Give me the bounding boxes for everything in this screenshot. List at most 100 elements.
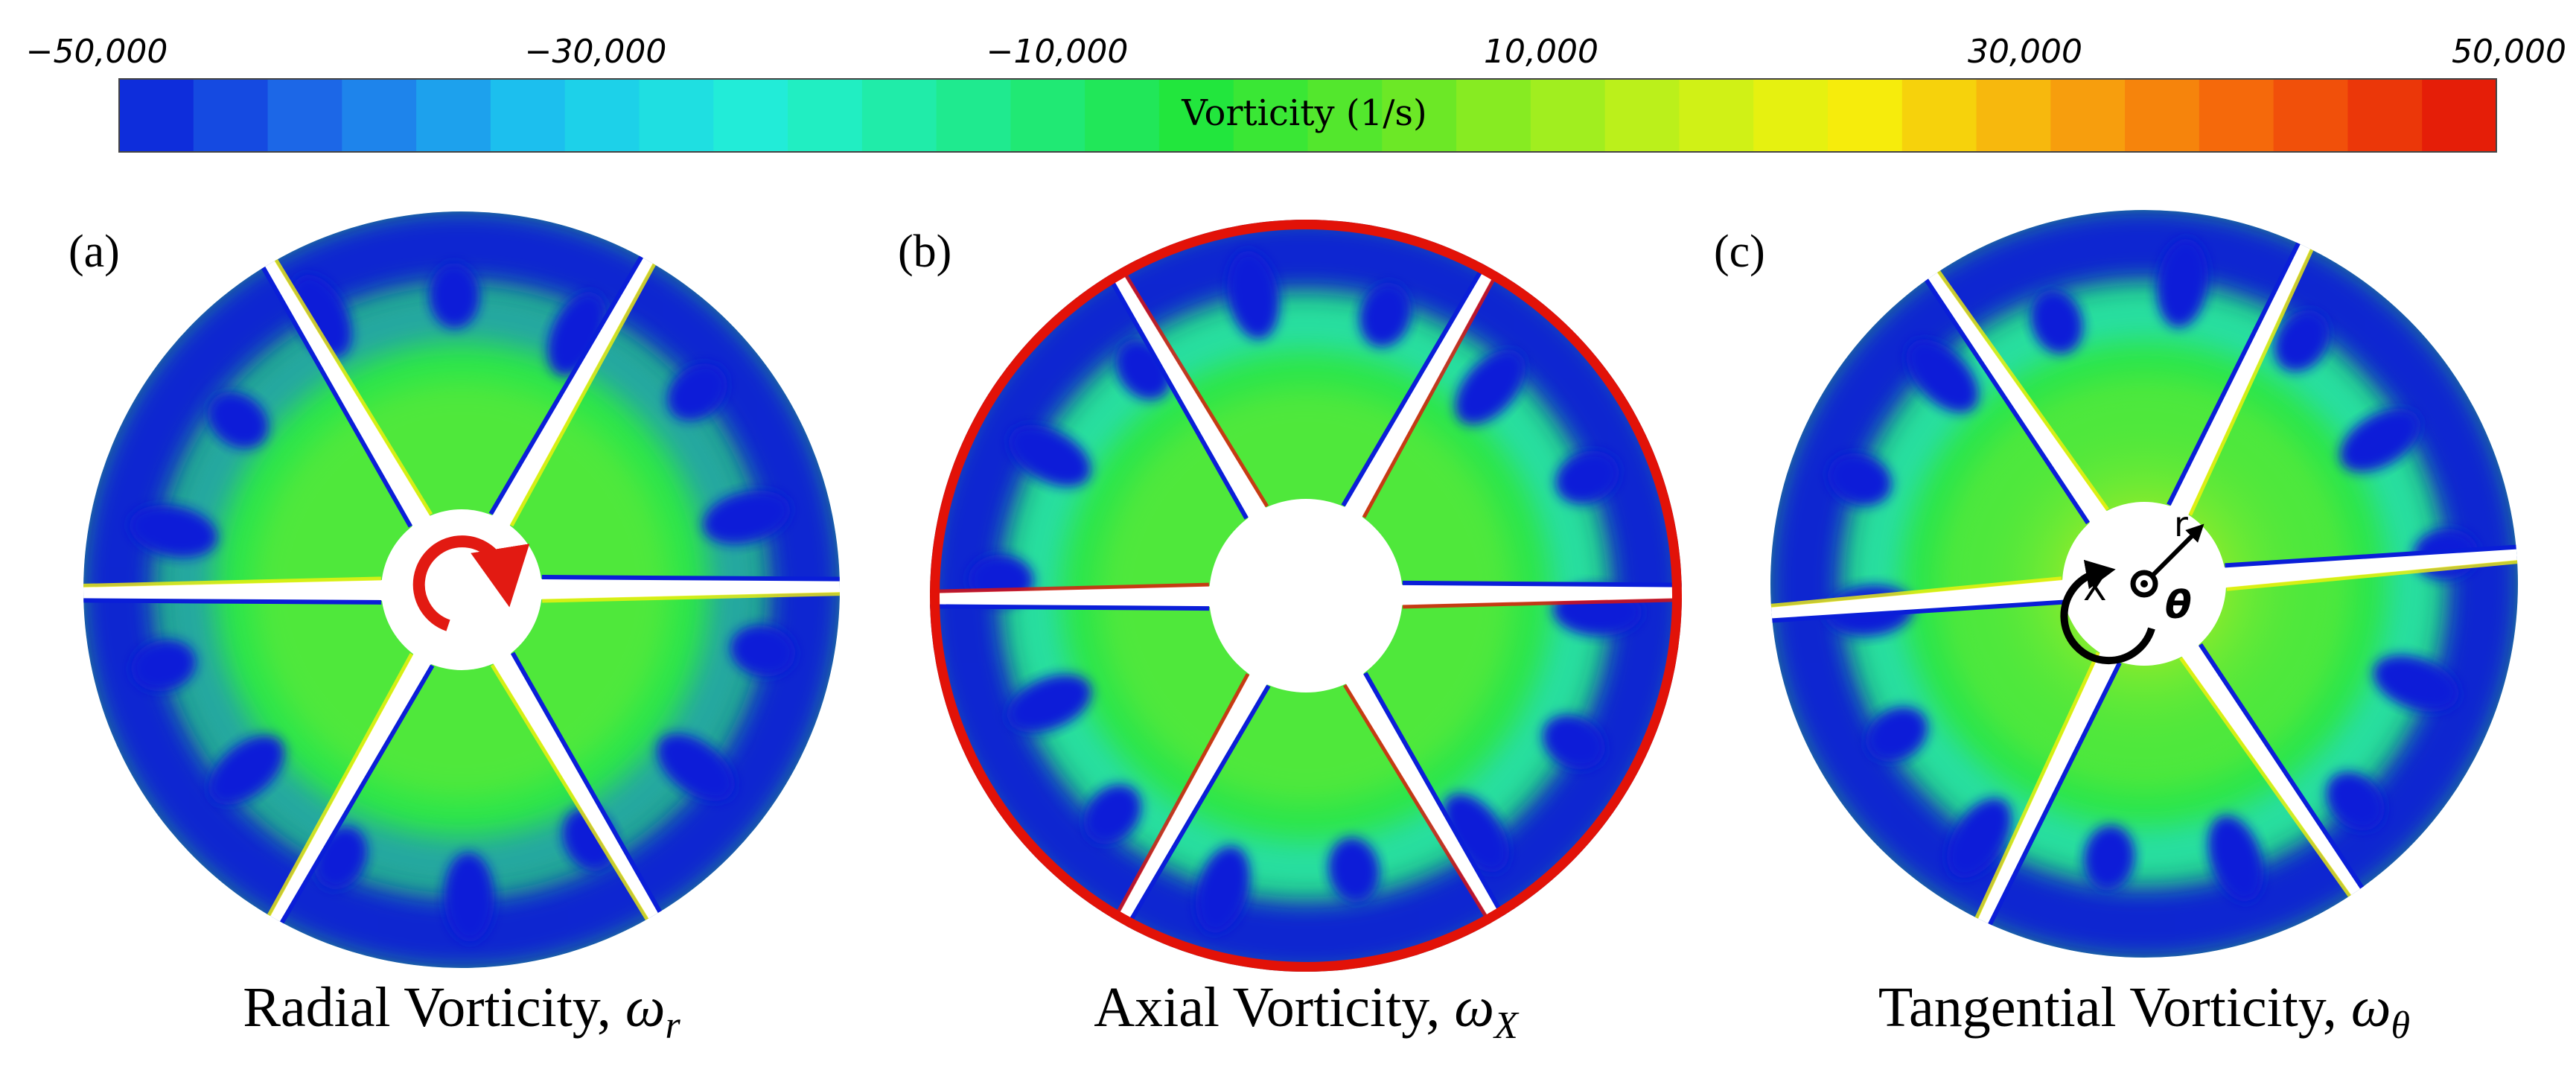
blade-edge xyxy=(1112,673,1250,920)
vortex-spot xyxy=(207,392,269,449)
blade xyxy=(1923,266,2111,529)
colorbar-tick-label: 50,000 xyxy=(2452,33,2566,71)
coordinate-system-icon: Xrθ xyxy=(2060,504,2204,665)
blade-edge xyxy=(488,255,644,515)
blade xyxy=(1340,258,1500,523)
colorbar-cell xyxy=(2199,79,2274,152)
colorbar-cell xyxy=(1530,79,1606,152)
blade-edge xyxy=(1974,652,2100,919)
vortex-spot xyxy=(2373,655,2459,712)
vortex-spot xyxy=(1083,784,1141,844)
colorbar-tick-label: 10,000 xyxy=(1484,33,1598,71)
colorbar-cell xyxy=(1085,79,1160,152)
blade-edge xyxy=(1362,271,1499,518)
blade-edge xyxy=(2179,657,2352,897)
blade-edge xyxy=(2167,242,2301,506)
colorbar-tick-label: −10,000 xyxy=(986,33,1129,71)
colorbar-cell xyxy=(639,79,714,152)
caption-subscript: X xyxy=(1493,1004,1520,1047)
blade-edge xyxy=(1125,684,1271,928)
blade-edge xyxy=(1936,270,2109,511)
vortex-spot xyxy=(657,733,735,801)
colorbar-tick-label: −30,000 xyxy=(525,33,667,71)
vortex-spot xyxy=(1195,846,1250,933)
blade-edge xyxy=(1770,576,2062,608)
blade-edge xyxy=(1402,580,1682,587)
colorbar-title: Vorticity (1/s) xyxy=(1181,92,1426,134)
vortex-spot xyxy=(1359,282,1412,348)
colorbar-cell xyxy=(1901,79,1977,152)
blade xyxy=(261,254,434,532)
blade xyxy=(266,648,435,929)
vortex-spot xyxy=(429,263,480,329)
blade-edge xyxy=(1120,267,1269,508)
colorbar-cell xyxy=(1382,79,1457,152)
caption-subscript: θ xyxy=(2391,1004,2411,1047)
colorbar-tick-label: 30,000 xyxy=(1968,33,2082,71)
colorbar-cell xyxy=(1753,79,1829,152)
vortex-spot xyxy=(2339,408,2421,472)
vortex-spot xyxy=(1906,339,1979,413)
blade-body xyxy=(2178,639,2365,902)
vorticity-contour xyxy=(930,220,1682,972)
caption-text: Axial Vorticity, xyxy=(1094,976,1454,1039)
blade xyxy=(1112,668,1272,933)
caption-text: Tangential Vorticity, xyxy=(1878,976,2351,1039)
blade-edge xyxy=(83,598,382,605)
rim-edge xyxy=(930,220,1682,972)
colorbar-cell xyxy=(2050,79,2126,152)
vortex-spot xyxy=(1827,453,1892,506)
colorbar-cell xyxy=(2125,79,2200,152)
panel-label: (a) xyxy=(68,226,120,277)
hub xyxy=(1209,499,1403,692)
vortex-spot xyxy=(1455,349,1526,425)
blade-edge xyxy=(261,266,413,528)
vortex-spot xyxy=(2156,238,2209,328)
vortex-spot xyxy=(1328,837,1380,903)
blade-edge xyxy=(930,604,1210,611)
vortex-spot xyxy=(1008,424,1091,487)
blade-body xyxy=(488,251,657,532)
colorbar-cell xyxy=(490,79,566,152)
blade-body xyxy=(2167,237,2314,521)
colorbar-cell xyxy=(1976,79,2051,152)
blade xyxy=(83,576,389,605)
blade-edge xyxy=(1403,598,1682,609)
hub xyxy=(381,509,542,670)
vortex-spot xyxy=(131,640,197,692)
vorticity-contour xyxy=(1770,210,2518,958)
caption-text: Radial Vorticity, xyxy=(243,976,625,1039)
caption-subscript: r xyxy=(666,1004,681,1047)
panel-a: (a) Radial Vorticity, ωr xyxy=(68,211,840,1047)
vorticity-contour xyxy=(83,211,840,968)
blade-body xyxy=(534,579,840,600)
colorbar-tick-label: −50,000 xyxy=(26,33,168,71)
panel-caption: Tangential Vorticity, ωθ xyxy=(1878,976,2410,1047)
colorbar-cell xyxy=(1827,79,1903,152)
blade-edge xyxy=(541,575,840,582)
blade-body xyxy=(1340,258,1500,523)
inner-band xyxy=(1849,288,2440,879)
colorbar-cells xyxy=(119,79,2497,152)
blade-edge xyxy=(510,652,663,914)
vortex-spot xyxy=(129,505,218,558)
colorbar: Vorticity (1/s) −50,000 −30,000 −10,000 10,… xyxy=(26,33,2566,153)
blade-edge xyxy=(1341,264,1487,507)
blade xyxy=(2178,639,2365,902)
colorbar-cell xyxy=(788,79,863,152)
caption-symbol: ω xyxy=(2351,976,2391,1039)
colorbar-cell xyxy=(2347,79,2423,152)
vortex-spot xyxy=(667,363,727,421)
colorbar-cell xyxy=(1010,79,1085,152)
blade-edge xyxy=(1363,672,1505,917)
colorbar-frame xyxy=(118,78,2497,153)
vortex-spot xyxy=(1866,707,1928,762)
blade-body xyxy=(1106,262,1270,524)
colorbar-cell xyxy=(1233,79,1309,152)
blade-body xyxy=(261,254,434,532)
rim-band xyxy=(1770,210,2518,958)
vortex-spot xyxy=(444,852,495,942)
vortex-spot xyxy=(1542,715,1605,770)
